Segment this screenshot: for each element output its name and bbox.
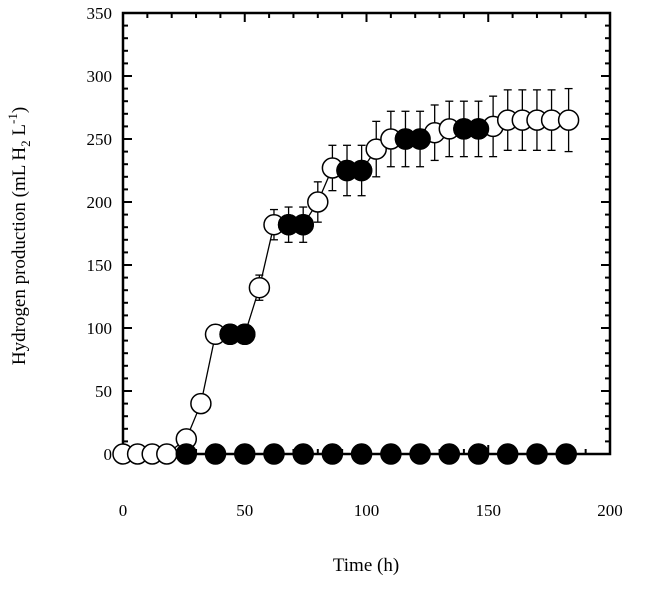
y-axis-label-prefix: Hydrogen production (mL H	[9, 147, 30, 366]
x-axis-tick-labels: 0 50 100 150 200	[119, 501, 623, 520]
x-tick-label: 100	[354, 501, 380, 520]
y-axis-label-suffix: )	[9, 107, 30, 113]
filled-circle-point	[292, 213, 314, 236]
filled-circle-point	[350, 159, 373, 182]
y-axis-label-sub: 2	[18, 140, 33, 147]
filled-circle-point	[438, 443, 461, 465]
x-tick-label: 200	[597, 501, 623, 520]
filled-circle-point	[380, 443, 402, 465]
x-axis-label: Time (h)	[333, 555, 399, 576]
x-tick-label: 50	[236, 501, 253, 520]
y-tick-label: 350	[87, 4, 113, 23]
filled-circle-point	[409, 128, 431, 150]
filled-circle-point	[175, 443, 198, 465]
filled-circle-point	[204, 443, 227, 465]
filled-circle-point	[263, 443, 285, 465]
markers	[112, 109, 580, 465]
open-circle-point	[307, 191, 329, 213]
y-axis-tick-labels: 0 50 100 150 200 250 300 350	[87, 4, 113, 464]
open-circle-point	[248, 276, 271, 299]
x-tick-label: 150	[476, 501, 502, 520]
filled-circle-point	[321, 443, 344, 465]
y-tick-label: 50	[95, 382, 112, 401]
open-circle-point	[156, 443, 178, 465]
filled-circle-point	[467, 118, 490, 140]
x-axis-ticks	[122, 13, 611, 454]
open-circle-point	[557, 109, 580, 131]
filled-circle-point	[409, 443, 431, 465]
filled-circle-point	[292, 443, 314, 465]
y-axis-label: Hydrogen production (mL H2 L-1)	[5, 107, 33, 365]
filled-circle-point	[234, 323, 256, 346]
y-axis-ticks	[123, 12, 610, 455]
y-axis-label-mid: L	[9, 124, 30, 140]
y-tick-label: 150	[87, 256, 113, 275]
y-tick-label: 250	[87, 130, 113, 149]
plot-frame	[121, 11, 612, 456]
x-tick-label: 0	[119, 501, 128, 520]
y-axis-label-sup: -1	[5, 113, 20, 124]
filled-circle-point	[526, 443, 548, 465]
filled-circle-point	[496, 443, 519, 465]
y-tick-label: 0	[104, 445, 113, 464]
open-circle-point	[365, 138, 387, 160]
filled-circle-point	[555, 443, 577, 465]
filled-circle-point	[467, 443, 490, 465]
y-tick-label: 100	[87, 319, 113, 338]
open-circle-point	[190, 392, 212, 415]
y-tick-label: 300	[87, 67, 113, 86]
filled-circle-point	[350, 443, 373, 465]
y-tick-label: 200	[87, 193, 113, 212]
filled-circle-point	[234, 443, 256, 465]
